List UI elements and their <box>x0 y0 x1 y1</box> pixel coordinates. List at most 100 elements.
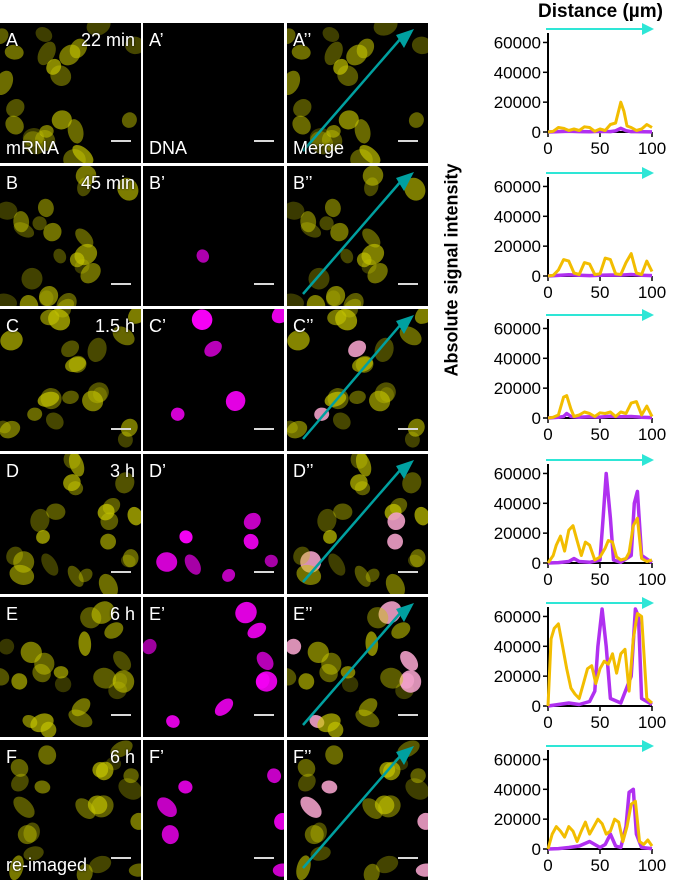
y-tick-label: 20000 <box>494 93 541 112</box>
scale-bar <box>254 140 274 142</box>
y-axis-title: Absolute signal intensity <box>441 163 462 377</box>
x-tick-label: 50 <box>591 713 610 732</box>
intensity-plot-5: 0 20000 40000 60000 0 50 100 <box>494 597 666 732</box>
y-tick-label: 0 <box>532 554 541 573</box>
direction-arrowhead <box>642 740 654 752</box>
image-panel-cp: C’ <box>143 309 284 451</box>
image-panel-ep: E’ <box>143 597 284 737</box>
image-panel-d: D 3 h <box>0 454 141 594</box>
time-label: 1.5 h <box>94 316 135 336</box>
scale-bar <box>254 283 274 285</box>
scale-bar <box>398 857 418 859</box>
panel-label: A’ <box>149 30 164 50</box>
y-tick-label: 60000 <box>494 607 541 626</box>
scale-bar <box>111 283 131 285</box>
profile-line-arrow <box>302 179 403 295</box>
image-panel-ap: A’ DNA <box>143 23 284 163</box>
y-tick-label: 0 <box>532 267 541 286</box>
time-label: 6 h <box>109 747 135 767</box>
time-label: 6 h <box>109 604 135 624</box>
panel-label: E’’ <box>293 604 313 624</box>
y-tick-label: 20000 <box>494 524 541 543</box>
y-tick-label: 40000 <box>494 494 541 513</box>
image-panel-bp: B’ <box>143 166 284 306</box>
intensity-plot-6: 0 20000 40000 60000 0 50 100 <box>494 740 666 875</box>
x-tick-label: 100 <box>638 139 666 158</box>
panel-label: C’ <box>149 316 166 336</box>
scale-bar <box>398 571 418 573</box>
x-tick-label: 50 <box>591 283 610 302</box>
panel-label: A <box>6 30 19 50</box>
scale-bar <box>398 283 418 285</box>
image-panel-epp: E’’ <box>287 597 428 737</box>
panel-label: D <box>6 461 19 481</box>
image-panel-c: C 1.5 h <box>0 309 141 451</box>
dna-intensity-line <box>547 471 653 565</box>
x-tick-label: 0 <box>543 139 552 158</box>
cell-image <box>293 454 428 594</box>
channel-caption: Merge <box>293 138 345 158</box>
x-tick-label: 0 <box>543 283 552 302</box>
dna-intensity-line <box>547 272 653 278</box>
x-tick-label: 0 <box>543 713 552 732</box>
cell-image <box>0 601 135 737</box>
image-panel-e: E 6 h <box>0 597 141 737</box>
scale-bar <box>398 140 418 142</box>
image-panel-dp: D’ <box>143 454 284 594</box>
mrna-intensity-line <box>547 252 654 278</box>
time-label: 22 min <box>80 30 135 50</box>
cell-image <box>287 23 428 163</box>
cell-image <box>170 309 284 421</box>
cell-image <box>287 309 428 448</box>
x-tick-label: 100 <box>638 713 666 732</box>
profile-line-arrow <box>302 36 403 152</box>
y-tick-label: 0 <box>532 123 541 142</box>
x-tick-label: 100 <box>638 283 666 302</box>
scale-bar <box>111 428 131 430</box>
scale-bar <box>111 714 131 716</box>
y-tick-label: 0 <box>532 409 541 428</box>
arrowhead <box>396 603 414 622</box>
y-tick-label: 20000 <box>494 810 541 829</box>
panel-label: F’’ <box>293 747 312 767</box>
y-tick-label: 60000 <box>494 177 541 196</box>
y-tick-label: 40000 <box>494 637 541 656</box>
time-label: 3 h <box>109 461 135 481</box>
image-panel-fpp: F’’ <box>287 740 428 880</box>
image-panel-bpp: B’’ <box>287 166 428 306</box>
channel-caption: mRNA <box>6 138 59 158</box>
direction-arrowhead <box>642 167 654 179</box>
dna-intensity-line <box>547 126 653 134</box>
cell-image <box>9 740 141 880</box>
cell-image <box>0 23 141 163</box>
y-tick-label: 40000 <box>494 63 541 82</box>
y-tick-label: 40000 <box>494 207 541 226</box>
y-tick-label: 60000 <box>494 33 541 52</box>
y-tick-label: 20000 <box>494 379 541 398</box>
y-tick-label: 20000 <box>494 237 541 256</box>
image-panel-f: F 6 h re-imaged <box>0 740 141 880</box>
dna-intensity-line <box>547 411 653 420</box>
cell-image <box>157 768 284 877</box>
channel-caption: re-imaged <box>6 855 88 875</box>
panel-label: E’ <box>149 604 166 624</box>
cell-image <box>196 249 210 263</box>
y-tick-label: 60000 <box>494 464 541 483</box>
mrna-intensity-line <box>546 612 653 707</box>
panel-label: A’’ <box>293 30 312 50</box>
panel-label: F <box>6 747 17 767</box>
arrowhead <box>396 172 414 191</box>
scale-bar <box>254 714 274 716</box>
scale-bar <box>254 571 274 573</box>
channel-caption: DNA <box>149 138 188 158</box>
x-tick-label: 50 <box>591 139 610 158</box>
image-panel-a: A 22 min mRNA <box>0 23 141 163</box>
scale-bar <box>254 857 274 859</box>
cell-image <box>296 740 428 880</box>
intensity-plot-3: 0 20000 40000 60000 0 50 100 <box>494 309 666 444</box>
panel-label: F’ <box>149 747 164 767</box>
y-tick-label: 60000 <box>494 319 541 338</box>
x-tick-label: 100 <box>638 425 666 444</box>
profile-line-arrow <box>302 467 403 583</box>
panel-label: C’’ <box>293 316 314 336</box>
